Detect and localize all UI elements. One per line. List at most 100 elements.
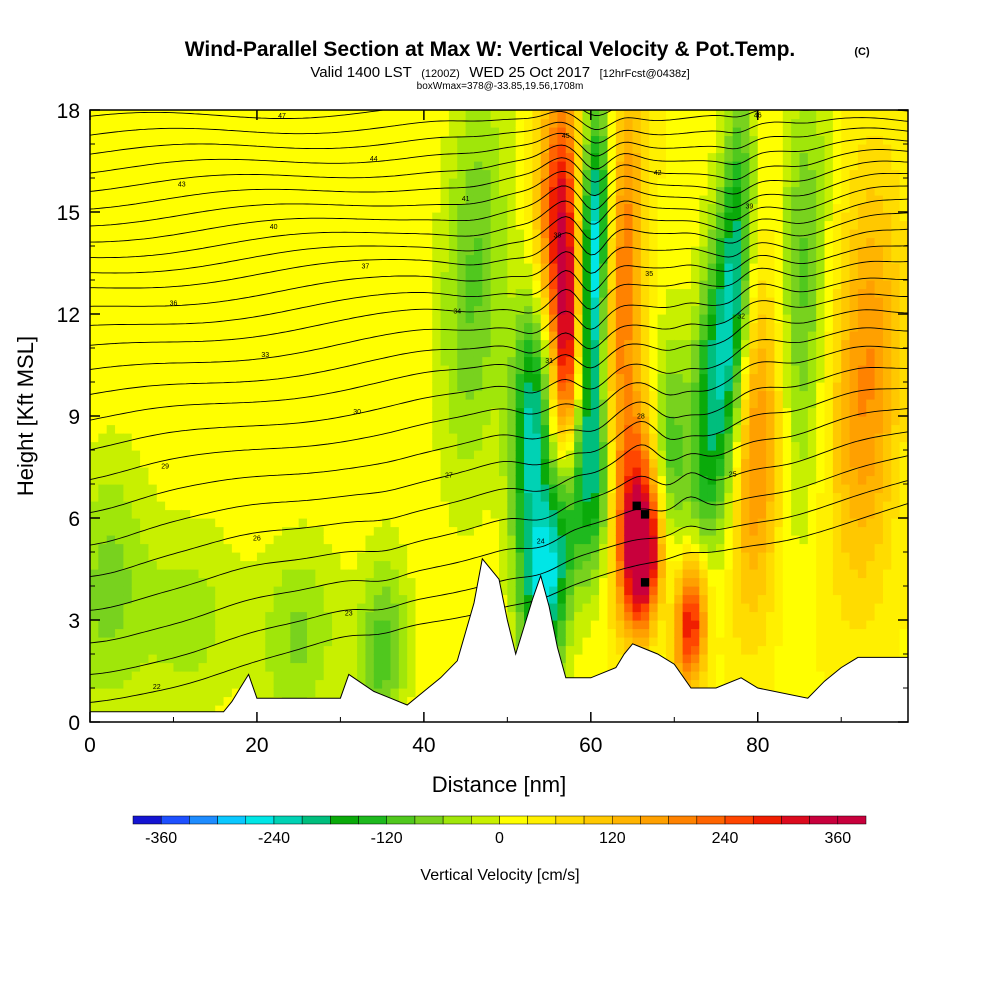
vv-cell <box>540 382 550 392</box>
vv-cell <box>632 424 642 434</box>
vv-cell <box>115 424 124 434</box>
vv-cell <box>181 509 191 519</box>
vv-cell <box>357 229 367 239</box>
vv-cell <box>90 611 99 621</box>
vv-cell <box>432 322 442 332</box>
vv-cell <box>131 348 141 358</box>
vv-cell <box>407 569 417 579</box>
vv-cell <box>615 467 625 477</box>
vv-cell <box>348 144 358 154</box>
vv-cell <box>357 654 367 664</box>
vv-cell <box>407 611 417 621</box>
vv-cell <box>649 220 659 230</box>
vv-cell <box>373 331 383 341</box>
vv-cell <box>140 671 150 681</box>
vv-cell <box>323 458 333 468</box>
vv-cell <box>540 246 550 256</box>
vv-cell <box>599 603 609 613</box>
vv-cell <box>265 356 275 366</box>
vv-cell <box>332 433 342 443</box>
vv-cell <box>499 492 508 502</box>
vv-cell <box>632 365 642 375</box>
vv-cell <box>382 518 392 528</box>
vv-cell <box>373 382 383 392</box>
vv-cell <box>307 620 316 630</box>
vv-cell <box>106 195 116 205</box>
vv-cell <box>540 135 550 145</box>
vv-cell <box>440 535 450 545</box>
vv-cell <box>540 220 550 230</box>
vv-cell <box>115 178 124 188</box>
vv-cell <box>307 263 316 273</box>
vv-cell <box>390 535 400 545</box>
vv-cell <box>473 263 483 273</box>
vv-cell <box>415 416 425 426</box>
vv-cell <box>348 645 358 655</box>
vv-cell <box>582 322 592 332</box>
vv-cell <box>223 220 233 230</box>
vv-cell <box>231 407 241 417</box>
vv-cell <box>640 169 650 179</box>
vv-cell <box>398 212 408 222</box>
vv-cell <box>532 254 542 264</box>
vv-cell <box>524 118 533 128</box>
vv-cell <box>365 560 375 570</box>
vv-cell <box>256 501 266 511</box>
vv-cell <box>465 484 475 494</box>
vv-cell <box>190 118 200 128</box>
vv-cell <box>273 365 283 375</box>
vv-cell <box>365 348 375 358</box>
vv-cell <box>432 212 442 222</box>
vv-cell <box>315 441 325 451</box>
vv-cell <box>215 339 225 349</box>
vv-cell <box>265 492 275 502</box>
vv-cell <box>165 416 175 426</box>
vv-cell <box>532 416 542 426</box>
vv-cell <box>432 305 442 315</box>
vv-cell <box>632 637 642 647</box>
vv-cell <box>482 322 492 332</box>
vv-cell <box>473 314 483 324</box>
vv-cell <box>565 501 575 511</box>
vv-cell <box>624 220 634 230</box>
vv-cell <box>357 492 367 502</box>
vv-cell <box>206 212 216 222</box>
vv-cell <box>365 501 375 511</box>
vv-cell <box>590 484 600 494</box>
vv-cell <box>190 594 200 604</box>
vv-cell <box>90 246 99 256</box>
vv-cell <box>532 118 542 128</box>
vv-cell <box>590 628 600 638</box>
vv-cell <box>190 586 200 596</box>
vv-cell <box>223 501 233 511</box>
vv-cell <box>323 254 333 264</box>
vv-cell <box>490 331 500 341</box>
vv-cell <box>390 679 400 689</box>
vv-cell <box>140 390 150 400</box>
vv-cell <box>590 509 600 519</box>
vv-cell <box>173 416 183 426</box>
vv-cell <box>123 178 133 188</box>
vv-cell <box>448 280 458 290</box>
vv-cell <box>649 501 659 511</box>
vv-cell <box>357 118 367 128</box>
vv-cell <box>248 339 258 349</box>
vv-cell <box>315 603 325 613</box>
vv-cell <box>490 424 500 434</box>
vv-cell <box>156 186 166 196</box>
vv-cell <box>657 535 667 545</box>
vv-cell <box>332 339 342 349</box>
vv-cell <box>423 416 433 426</box>
vv-cell <box>348 424 358 434</box>
vv-cell <box>624 509 634 519</box>
vv-cell <box>332 552 342 562</box>
vv-cell <box>615 246 625 256</box>
vv-cell <box>473 543 483 553</box>
vv-cell <box>115 526 124 536</box>
vv-cell <box>515 118 525 128</box>
vv-cell <box>574 254 584 264</box>
vv-cell <box>457 552 467 562</box>
vv-cell <box>281 348 291 358</box>
vv-cell <box>373 424 383 434</box>
vv-cell <box>365 110 375 120</box>
